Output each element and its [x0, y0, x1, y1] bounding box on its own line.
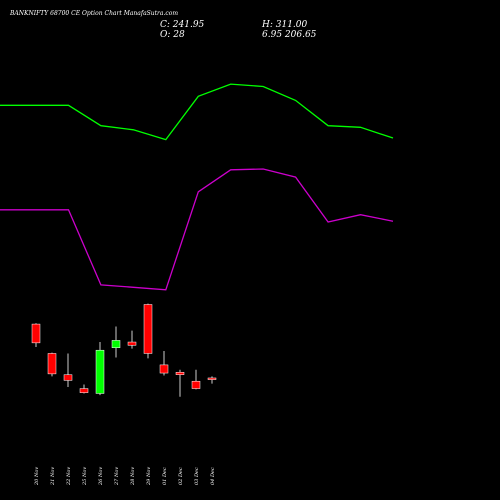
x-tick-label: 04 Dec [210, 467, 216, 485]
candle-body-20-nov [31, 323, 41, 344]
x-tick-label: 27 Nov [114, 467, 120, 486]
upper-band-line [0, 83, 394, 141]
x-tick-label: 20 Nov [34, 467, 40, 486]
x-tick-label: 29 Nov [146, 467, 152, 486]
x-tick-label: 25 Nov [82, 467, 88, 486]
chart-title: BANKNIFTY 68700 CE Option Chart ManafaSu… [10, 10, 179, 17]
open-price-label: O: 28 [160, 30, 185, 40]
x-tick-label: 02 Dec [178, 467, 184, 485]
x-tick-label: 22 Nov [66, 467, 72, 486]
x-tick-label: 03 Dec [194, 467, 200, 485]
candle-body-22-nov [63, 374, 73, 381]
low-price-label: 6.95 206.65 [262, 30, 317, 40]
candle-body-26-nov [95, 349, 105, 394]
candle-body-29-nov [143, 304, 153, 354]
candle-body-28-nov [127, 341, 137, 346]
close-price-label: C: 241.95 [160, 20, 205, 30]
high-price-label: H: 311.00 [262, 20, 308, 30]
candle-body-04-dec [207, 377, 217, 380]
lower-band-line [0, 168, 394, 291]
x-tick-label: 28 Nov [130, 467, 136, 486]
x-tick-label: 21 Nov [50, 467, 56, 486]
x-tick-label: 26 Nov [98, 467, 104, 486]
candle-body-25-nov [79, 388, 89, 393]
candle-body-02-dec [175, 371, 185, 375]
candle-body-27-nov [111, 340, 121, 349]
candle-body-03-dec [191, 380, 201, 389]
candle-body-21-nov [47, 353, 57, 375]
candle-body-01-dec [159, 364, 169, 374]
x-tick-label: 01 Dec [162, 467, 168, 485]
